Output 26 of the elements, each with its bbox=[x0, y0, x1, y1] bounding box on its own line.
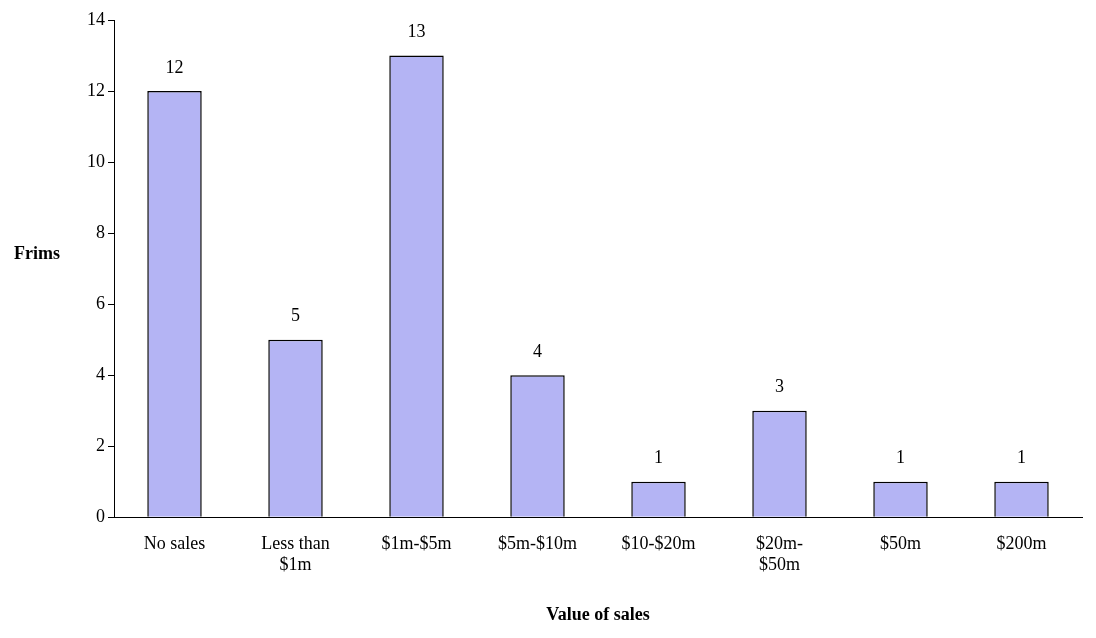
x-tick-label: $1m-$5m bbox=[381, 532, 452, 553]
y-tick-label: 12 bbox=[87, 79, 105, 100]
y-tick-label: 4 bbox=[96, 363, 105, 384]
data-label: 3 bbox=[775, 376, 784, 397]
x-tick-label: $5m-$10m bbox=[498, 532, 577, 553]
x-axis-title: Value of sales bbox=[546, 603, 650, 624]
x-tick-label: $200m bbox=[996, 532, 1047, 553]
data-label: 1 bbox=[1017, 447, 1026, 468]
x-tick-label: No sales bbox=[143, 532, 206, 553]
data-label: 4 bbox=[533, 340, 542, 361]
x-tick-label: $20m- $50m bbox=[756, 532, 803, 575]
y-axis-title: Frims bbox=[14, 243, 60, 264]
y-tick-label: 10 bbox=[87, 150, 105, 171]
y-tick-label: 14 bbox=[87, 8, 105, 29]
y-tick-label: 0 bbox=[96, 505, 105, 526]
x-tick-label: $50m bbox=[879, 532, 922, 553]
y-tick-label: 8 bbox=[96, 221, 105, 242]
data-label: 13 bbox=[407, 21, 426, 42]
x-tick-label: Less than $1m bbox=[261, 532, 330, 575]
y-tick-label: 2 bbox=[96, 434, 105, 455]
data-label: 12 bbox=[165, 56, 184, 77]
x-tick-label: $10-$20m bbox=[621, 532, 696, 553]
data-label: 5 bbox=[291, 305, 300, 326]
data-label: 1 bbox=[654, 447, 663, 468]
data-label: 1 bbox=[896, 447, 905, 468]
y-tick-label: 6 bbox=[96, 292, 105, 313]
